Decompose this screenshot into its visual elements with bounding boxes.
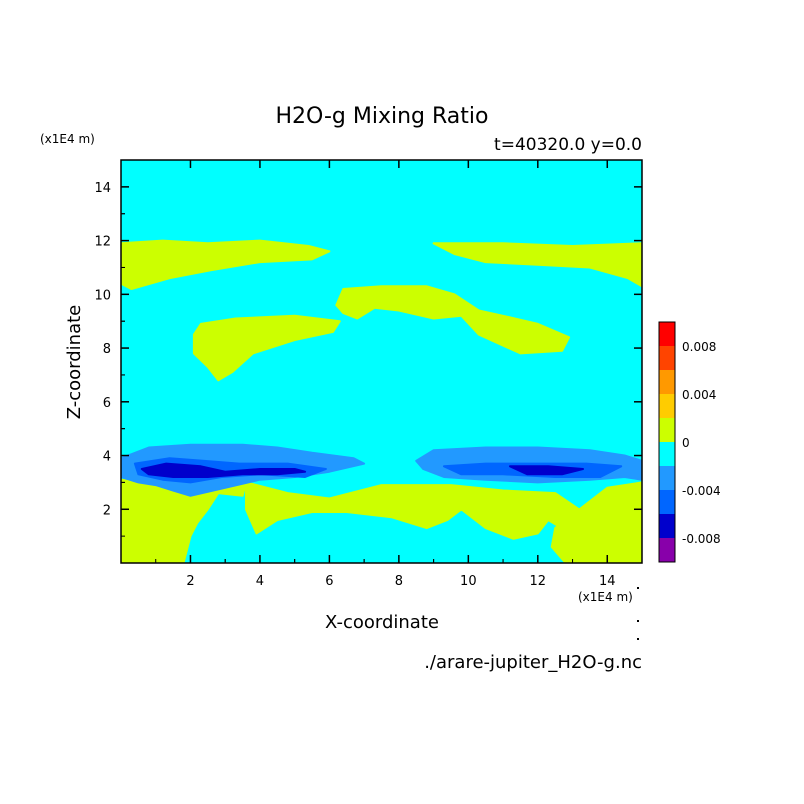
colorbar-swatch [659, 466, 675, 490]
colorbar-tick-label: -0.004 [682, 484, 721, 498]
upper-right-positive-band [432, 242, 642, 288]
y-tick-label: 10 [94, 288, 111, 303]
source-file-label: ./arare-jupiter_H2O-g.nc [424, 652, 642, 673]
colorbar-swatch [659, 490, 675, 514]
y-tick-label: 2 [103, 503, 111, 518]
middle-center-positive-patch [335, 285, 571, 355]
y-axis-label: Z-coordinate [64, 305, 85, 420]
small-marks [637, 587, 639, 640]
x-axis-label: X-coordinate [325, 612, 439, 633]
colorbar-tick-label: 0.004 [682, 388, 716, 402]
upper-positive-band [121, 239, 331, 290]
lower-center-positive-region [245, 481, 591, 540]
colorbar-swatch [659, 442, 675, 466]
y-unit-label: (x1E4 m) [40, 132, 95, 146]
deepest-negative-cores [140, 462, 307, 478]
plot-area: 2 4 6 8 10 12 14 2 4 6 8 10 12 14 [94, 159, 643, 589]
y-tick-label: 14 [94, 181, 111, 196]
colorbar-swatch [659, 538, 675, 562]
colorbar-tick-label: 0 [682, 436, 690, 450]
y-tick-label: 6 [103, 396, 111, 411]
colorbar: 0.008 0.004 0 -0.004 -0.008 [658, 321, 721, 563]
deepest-negative-core-right [509, 465, 584, 476]
y-tick-label: 4 [103, 450, 111, 465]
colorbar-swatch [659, 346, 675, 370]
colorbar-frame [658, 321, 676, 563]
colorbar-tick-label: -0.008 [682, 532, 721, 546]
x-tick-label: 8 [395, 574, 403, 589]
y-tick-label: 12 [94, 235, 111, 250]
colorbar-swatch [659, 394, 675, 418]
colorbar-swatch [659, 514, 675, 538]
x-tick-label: 12 [530, 574, 547, 589]
chart-subtitle: t=40320.0 y=0.0 [494, 135, 642, 155]
chart-title: H2O-g Mixing Ratio [276, 104, 489, 129]
x-unit-label: (x1E4 m) [578, 590, 633, 604]
colorbar-swatch [659, 418, 675, 442]
colorbar-swatch [659, 322, 675, 346]
x-tick-label: 10 [460, 574, 477, 589]
y-tick-label: 8 [103, 342, 111, 357]
plot-frame [120, 159, 643, 564]
x-tick-label: 4 [256, 574, 264, 589]
lower-right-positive-region [550, 481, 642, 563]
colorbar-swatch [659, 370, 675, 394]
x-tick-label: 6 [325, 574, 333, 589]
x-tick-label: 14 [599, 574, 616, 589]
colorbar-tick-label: 0.008 [682, 340, 716, 354]
middle-left-positive-patch [192, 314, 341, 382]
x-tick-label: 2 [186, 574, 194, 589]
